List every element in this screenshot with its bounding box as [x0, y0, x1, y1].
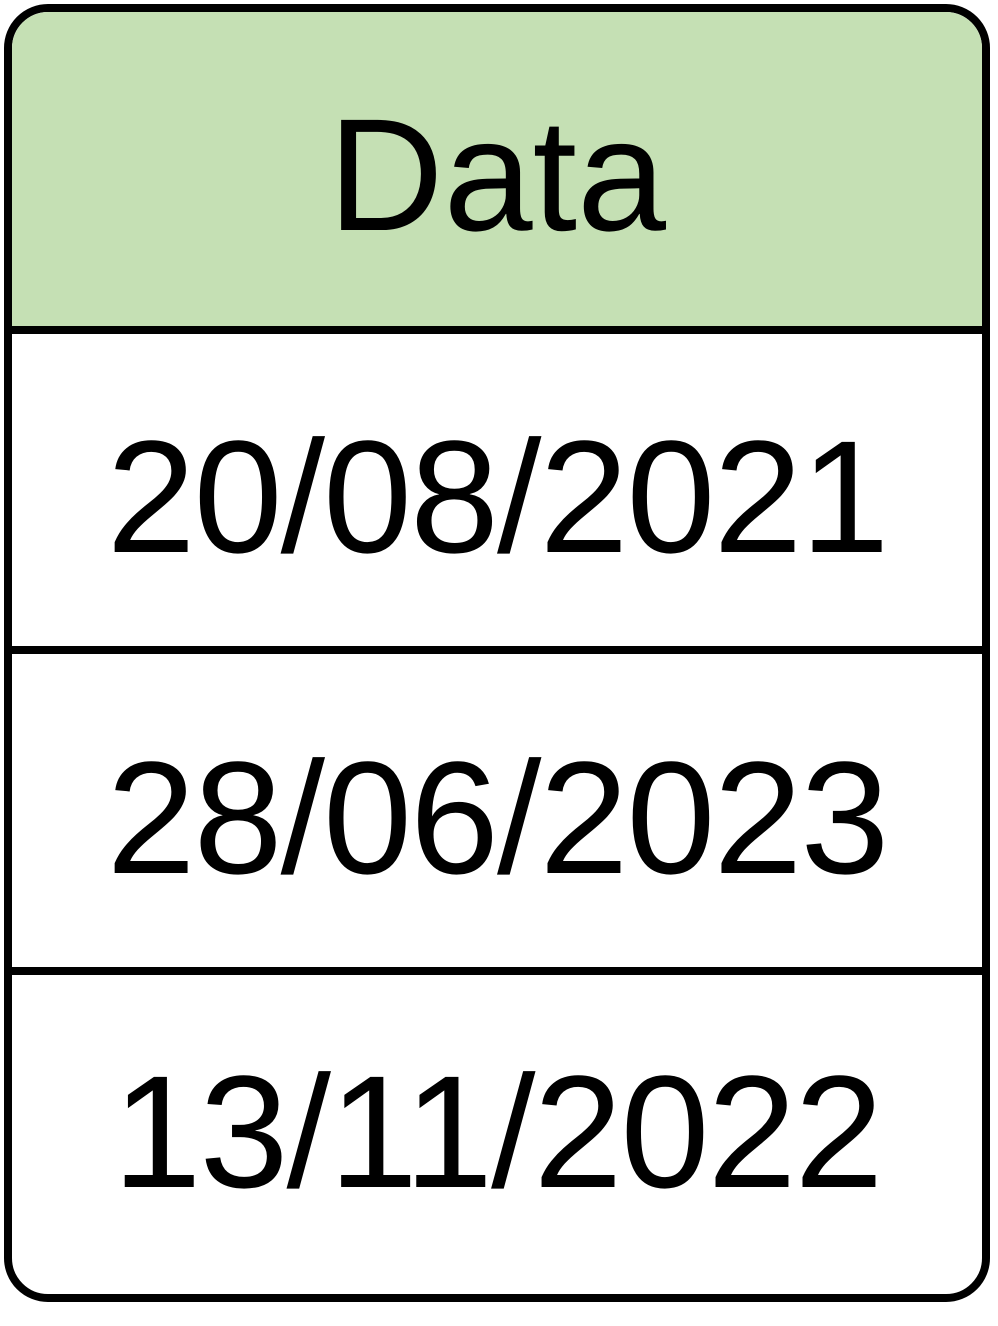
date-cell: 13/11/2022	[112, 1041, 884, 1221]
table-row: 20/08/2021	[12, 334, 982, 654]
date-table: Data 20/08/2021 28/06/2023 13/11/2022	[4, 4, 990, 1302]
table-row: 13/11/2022	[12, 975, 982, 1294]
header-label: Data	[328, 85, 666, 264]
table-row: 28/06/2023	[12, 654, 982, 975]
date-cell: 28/06/2023	[106, 727, 890, 907]
table-header: Data	[12, 12, 982, 334]
date-cell: 20/08/2021	[106, 407, 890, 586]
